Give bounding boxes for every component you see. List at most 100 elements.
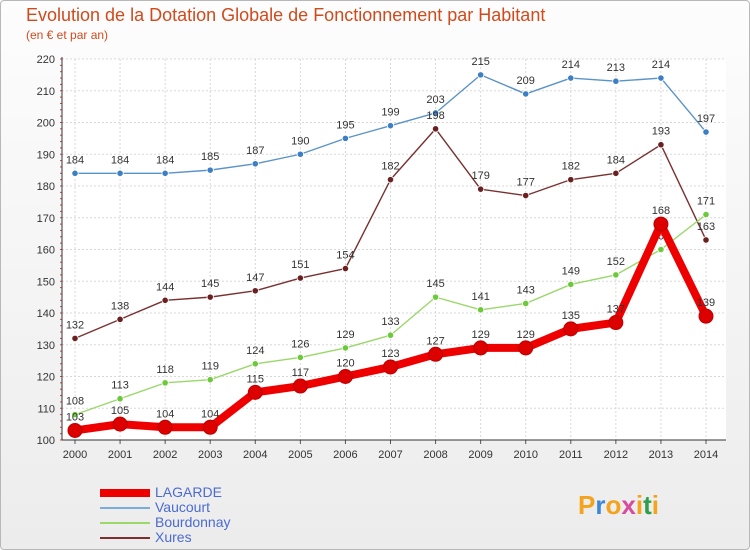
data-label-vaucourt: 195 [336,119,354,131]
data-label-xures: 138 [111,300,129,312]
data-label-bourdonnay: 141 [471,291,489,303]
data-label-xures: 184 [607,154,625,166]
data-point-bourdonnay [702,210,710,219]
chart-legend: LAGARDE Vaucourt Bourdonnay Xures [100,485,320,546]
data-label-xures: 179 [471,170,489,182]
y-tick-label: 200 [37,118,55,130]
data-point-xures [702,236,710,244]
data-point-lagarde [202,419,218,435]
data-point-bourdonnay [386,331,395,339]
data-point-lagarde [428,346,444,362]
data-point-vaucourt [251,160,259,168]
data-label-bourdonnay: 145 [426,278,444,290]
data-point-bourdonnay [612,271,620,279]
x-tick-label: 2004 [243,449,267,461]
data-label-lagarde: 117 [292,367,310,379]
data-point-xures [341,264,350,273]
data-label-vaucourt: 184 [111,154,129,166]
x-tick-label: 2007 [378,449,402,461]
data-label-lagarde: 115 [247,373,265,385]
data-point-vaucourt [657,74,665,82]
data-label-lagarde: 104 [201,408,219,420]
data-label-vaucourt: 203 [426,94,444,106]
data-point-bourdonnay [657,245,665,254]
data-point-xures [296,274,304,282]
x-tick-label: 2012 [604,449,628,461]
x-tick-label: 2006 [333,449,357,461]
x-tick-label: 2008 [423,449,447,461]
data-label-lagarde: 123 [381,348,399,360]
data-point-xures [116,315,124,323]
data-label-vaucourt: 213 [607,62,625,74]
data-label-vaucourt: 214 [652,59,670,71]
data-point-xures [161,296,169,304]
data-label-bourdonnay: 124 [246,345,264,357]
data-point-xures [386,176,395,184]
data-point-bourdonnay [251,360,259,368]
y-tick-label: 130 [37,340,55,352]
data-point-bourdonnay [206,376,214,384]
data-label-xures: 177 [517,177,535,189]
legend-label-vaucourt: Vaucourt [155,499,210,515]
data-point-xures [522,191,530,200]
data-label-xures: 163 [697,221,715,233]
data-point-lagarde [698,308,714,324]
data-label-bourdonnay: 143 [517,284,535,296]
x-tick-label: 2011 [559,449,583,461]
data-label-lagarde: 120 [336,358,354,370]
data-label-lagarde: 168 [652,205,670,217]
legend-item-bourdonnay: Bourdonnay [100,515,320,531]
data-point-vaucourt [702,128,710,136]
data-point-vaucourt [161,169,169,177]
data-point-xures [71,334,79,342]
data-label-bourdonnay: 133 [381,316,399,328]
y-tick-label: 220 [37,54,55,66]
data-label-xures: 198 [426,110,444,122]
logo-letter: x [621,490,636,520]
data-point-vaucourt [386,122,395,130]
data-point-lagarde [112,416,128,432]
data-label-bourdonnay: 118 [156,364,174,376]
x-tick-label: 2014 [694,449,718,461]
data-point-vaucourt [612,77,620,85]
data-label-vaucourt: 215 [471,56,489,68]
data-point-vaucourt [116,169,124,177]
data-label-vaucourt: 187 [246,145,264,157]
legend-item-xures: Xures [100,529,320,546]
data-label-xures: 147 [246,272,264,284]
data-label-xures: 182 [381,161,399,173]
data-point-bourdonnay [567,280,575,289]
data-label-xures: 145 [201,278,219,290]
y-tick-label: 210 [37,86,55,98]
data-label-xures: 154 [336,250,354,262]
y-tick-label: 160 [37,245,55,257]
data-label-xures: 132 [66,319,84,331]
data-point-bourdonnay [161,379,169,387]
y-tick-label: 180 [37,181,55,193]
data-point-bourdonnay [477,306,485,314]
logo-letter: P [578,490,596,520]
legend-label-xures: Xures [155,529,192,545]
proxiti-logo: Proxiti [578,490,659,521]
data-point-bourdonnay [71,410,79,419]
data-point-vaucourt [341,134,350,142]
data-point-xures [657,141,665,149]
y-tick-label: 170 [37,213,55,225]
data-point-xures [567,176,575,184]
data-point-lagarde [247,384,263,400]
legend-swatch-vaucourt [100,507,150,509]
data-label-vaucourt: 214 [562,59,580,71]
logo-letter: r [595,490,606,520]
data-point-vaucourt [206,166,214,174]
data-label-lagarde: 139 [697,297,715,309]
x-tick-label: 2000 [63,449,87,461]
data-point-lagarde [608,315,624,331]
data-point-vaucourt [296,150,304,158]
data-point-bourdonnay [116,395,124,403]
logo-letter: i [635,490,644,520]
x-tick-label: 2002 [153,449,177,461]
logo-letter: t [643,490,652,520]
logo-letter: o [605,490,622,520]
data-point-xures [206,293,214,301]
